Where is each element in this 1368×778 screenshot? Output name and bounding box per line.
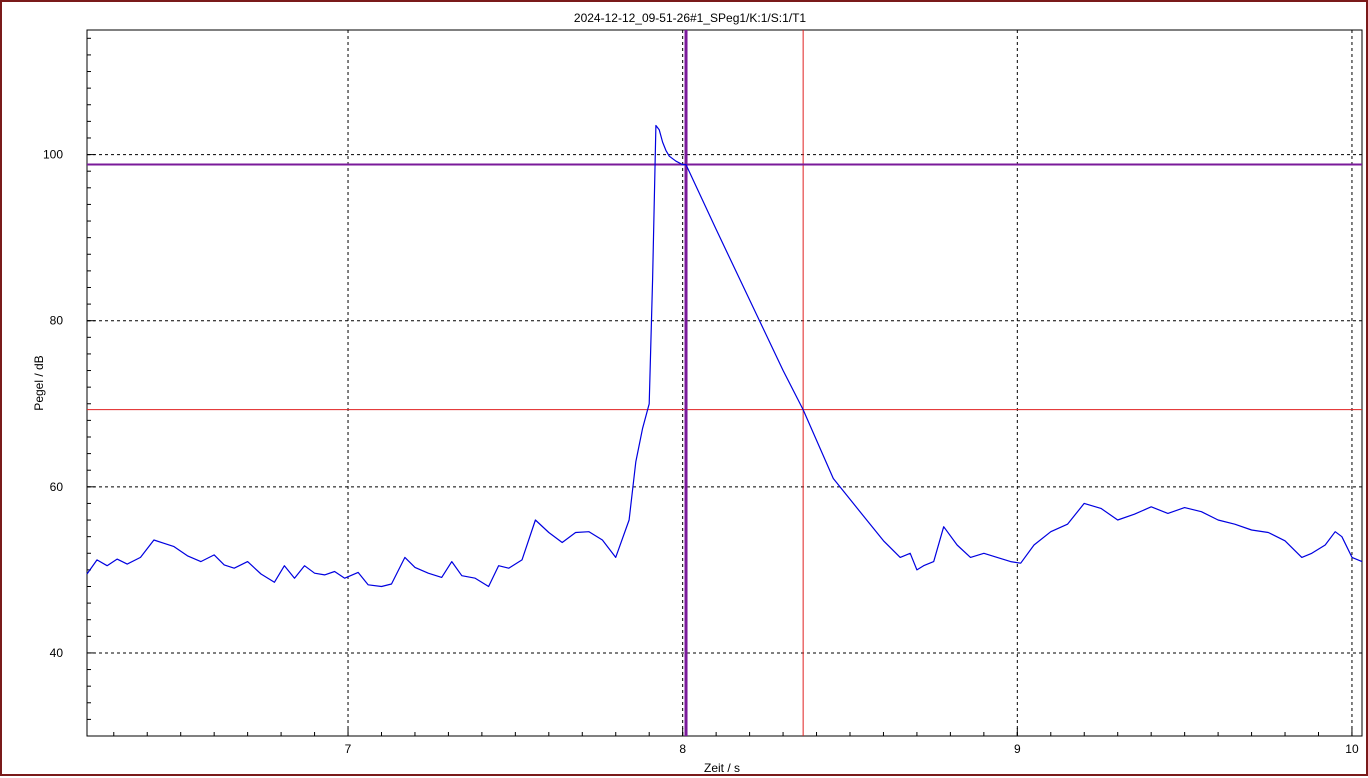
series-layer: [86, 124, 1363, 588]
minor-ticks: [87, 37, 1353, 737]
y-tick-label: 100: [43, 148, 63, 162]
x-axis-label: Zeit / s: [704, 761, 740, 775]
chart-title: 2024-12-12_09-51-26#1_SPeg1/K:1/S:1/T1: [574, 11, 806, 25]
y-tick-label: 80: [50, 314, 64, 328]
cursor-layer: [87, 30, 1362, 736]
tick-labels: 7 8 9 10 40 60 80 100: [43, 148, 1359, 756]
x-tick-label: 10: [1345, 742, 1359, 756]
x-tick-label: 7: [345, 742, 352, 756]
level-series-line: [86, 124, 1363, 588]
y-axis-label: Pegel / dB: [32, 355, 46, 410]
y-tick-label: 60: [50, 480, 64, 494]
x-tick-label: 9: [1014, 742, 1021, 756]
y-tick-label: 40: [50, 646, 64, 660]
x-tick-label: 8: [679, 742, 686, 756]
plot-area: [86, 29, 1363, 737]
